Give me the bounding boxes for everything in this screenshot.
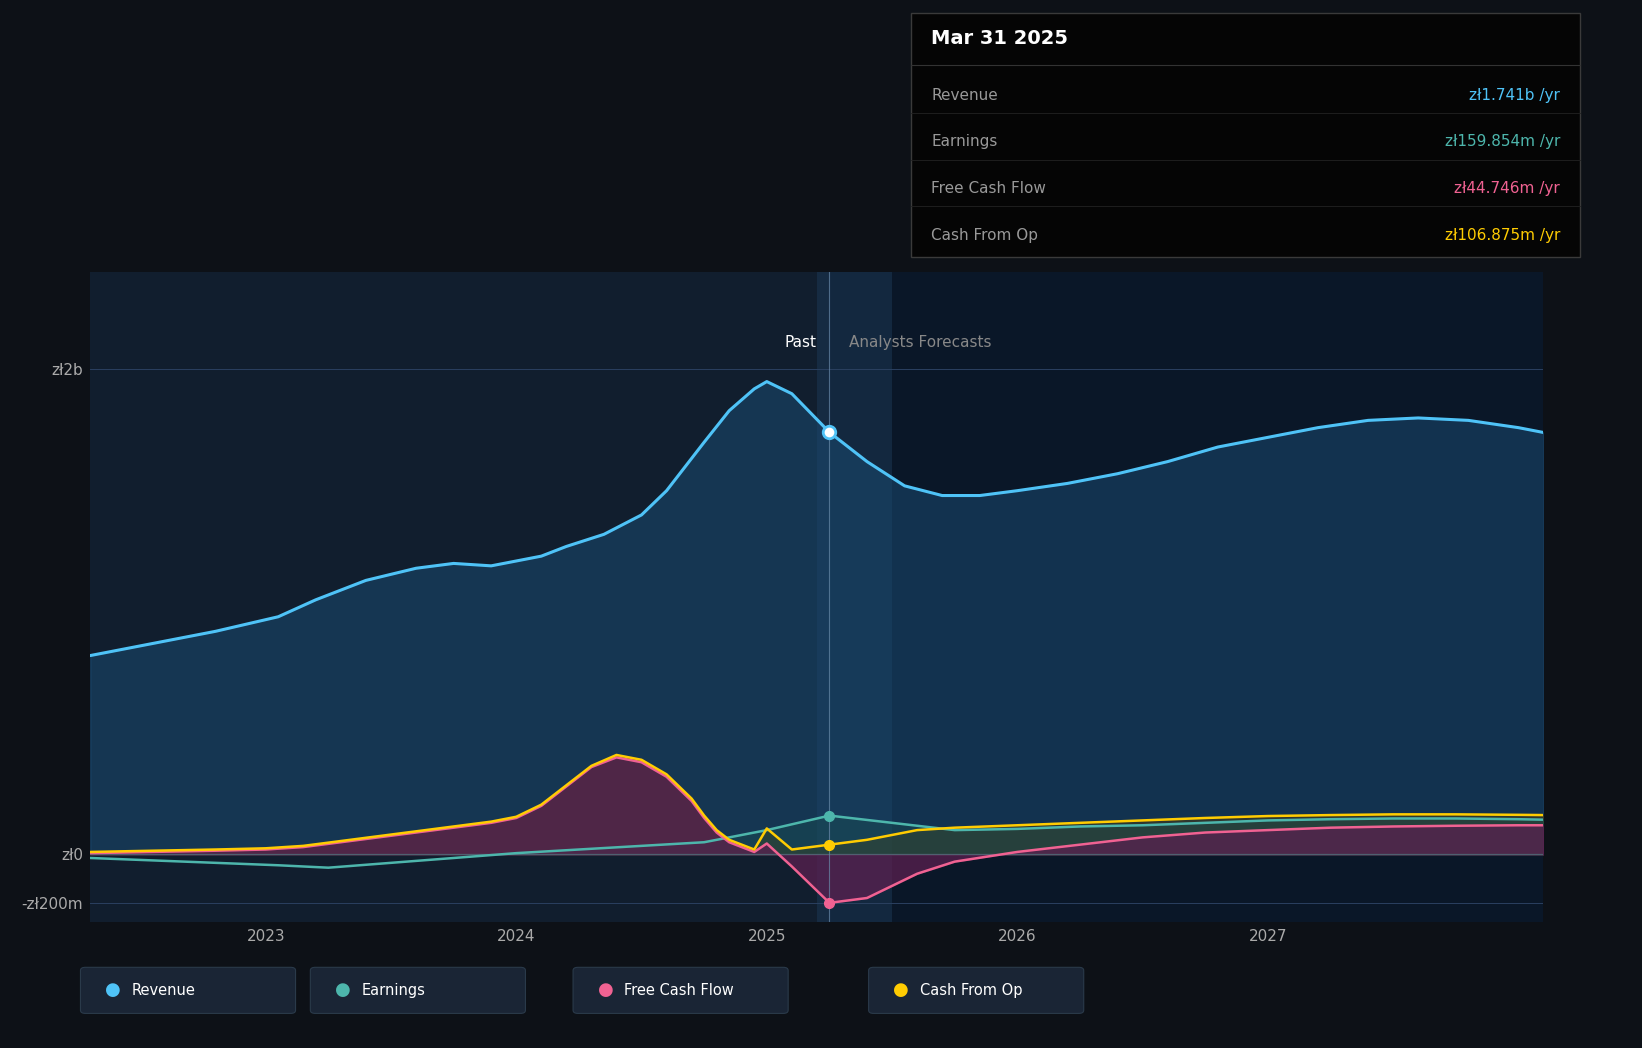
Bar <box>90 272 829 922</box>
Text: ●: ● <box>335 981 351 1000</box>
Text: Cash From Op: Cash From Op <box>931 227 1038 243</box>
Bar <box>829 272 1543 922</box>
Text: zł106.875m /yr: zł106.875m /yr <box>1445 227 1560 243</box>
Text: ●: ● <box>893 981 910 1000</box>
Text: Free Cash Flow: Free Cash Flow <box>624 983 734 998</box>
Text: Cash From Op: Cash From Op <box>920 983 1021 998</box>
Text: Past: Past <box>785 334 816 350</box>
Text: Earnings: Earnings <box>931 134 997 150</box>
Text: Earnings: Earnings <box>361 983 425 998</box>
Text: zł44.746m /yr: zł44.746m /yr <box>1455 181 1560 196</box>
Text: Revenue: Revenue <box>131 983 195 998</box>
Text: zł159.854m /yr: zł159.854m /yr <box>1445 134 1560 150</box>
Text: ●: ● <box>598 981 614 1000</box>
Text: Free Cash Flow: Free Cash Flow <box>931 181 1046 196</box>
Text: Mar 31 2025: Mar 31 2025 <box>931 29 1067 48</box>
Text: ●: ● <box>105 981 122 1000</box>
Text: zł1.741b /yr: zł1.741b /yr <box>1470 88 1560 103</box>
Text: Analysts Forecasts: Analysts Forecasts <box>849 334 992 350</box>
Text: Revenue: Revenue <box>931 88 998 103</box>
Bar <box>816 272 892 922</box>
